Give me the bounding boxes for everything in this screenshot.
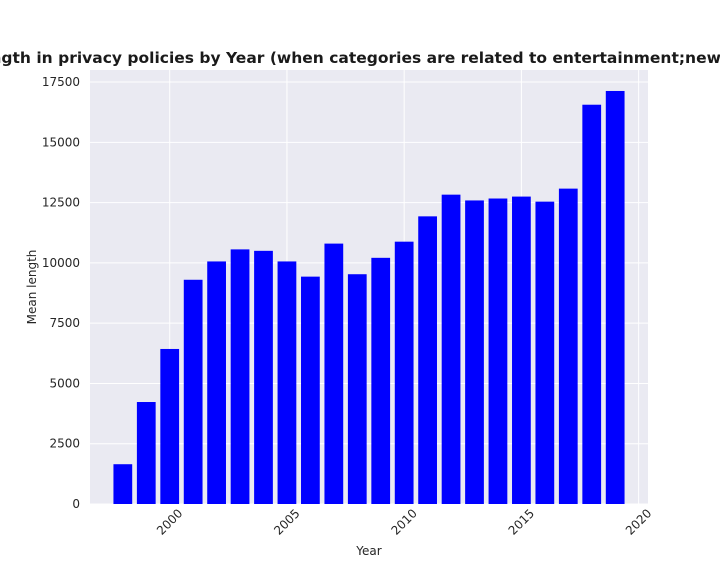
y-tick-label: 10000: [42, 256, 80, 270]
bars: [113, 90, 625, 505]
bar-2019: [605, 90, 625, 504]
x-axis-ticks: 2000 2005 2010 2015 2020: [154, 506, 654, 537]
bar-2001: [183, 279, 203, 504]
bar-2003: [230, 249, 250, 504]
y-tick-label: 5000: [49, 376, 80, 390]
bar-2002: [207, 261, 226, 504]
y-axis-label: Mean length: [25, 250, 39, 325]
bar-2000: [160, 348, 180, 504]
y-axis-ticks: 0 2500 5000 7500 10000 12500 15000 17500: [42, 75, 80, 511]
bar-2016: [535, 201, 555, 504]
bar-1999: [136, 402, 156, 504]
x-tick-label: 2015: [506, 506, 537, 537]
y-tick-label: 17500: [42, 75, 80, 89]
bar-2004: [254, 250, 273, 504]
bar-2014: [488, 198, 508, 505]
bar-1998: [113, 464, 133, 504]
y-tick-label: 0: [72, 497, 80, 511]
bar-2015: [512, 196, 531, 505]
bar-2007: [324, 243, 344, 504]
bar-2017: [558, 188, 578, 505]
bar-2006: [301, 276, 320, 504]
x-tick-label: 2020: [623, 506, 654, 537]
y-tick-label: 2500: [49, 437, 80, 451]
bar-2012: [441, 194, 461, 504]
bar-2005: [277, 261, 297, 504]
bar-2018: [582, 104, 602, 504]
y-tick-label: 7500: [49, 316, 80, 330]
x-tick-label: 2000: [154, 506, 185, 537]
x-tick-label: 2005: [271, 506, 302, 537]
bar-2008: [347, 274, 367, 504]
y-tick-label: 12500: [42, 196, 80, 210]
bar-2010: [394, 241, 414, 504]
bar-2009: [371, 257, 391, 504]
x-tick-label: 2010: [388, 506, 419, 537]
chart-title: Mean length in privacy policies by Year …: [0, 49, 720, 67]
x-axis-label: Year: [355, 544, 381, 558]
bar-2013: [465, 200, 484, 505]
y-tick-label: 15000: [42, 135, 80, 149]
bar-2011: [418, 216, 437, 505]
